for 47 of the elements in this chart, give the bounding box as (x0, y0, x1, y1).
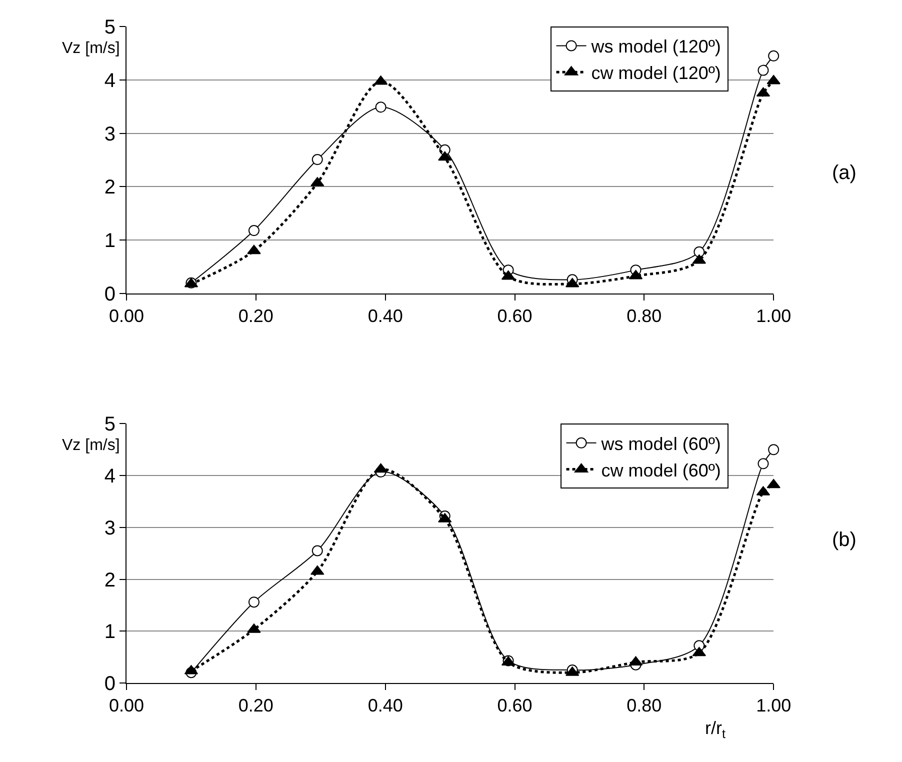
y-tick-label: 1 (104, 621, 116, 644)
point (766, 74, 780, 84)
point (375, 102, 386, 113)
y-tick-label: 3 (104, 123, 116, 146)
point (768, 444, 780, 456)
x-axis-title: r/r$_{t}$ (705, 718, 726, 741)
x-tick-label: 0.80 (626, 306, 662, 326)
point (248, 596, 260, 608)
y-tick-label: 4 (104, 70, 116, 92)
y-tick-label: 1 (104, 230, 116, 252)
x-tick-label: 0.20 (238, 696, 274, 716)
point (758, 458, 769, 470)
x-tick-label: 0.20 (238, 306, 274, 326)
point (438, 151, 452, 161)
text: (a) (832, 162, 856, 184)
legend-label: ws model (120º) (590, 36, 721, 57)
x-tick-label: 0.40 (368, 306, 403, 326)
x-tick-label: 0.80 (626, 696, 662, 716)
y-tick-label: 0 (104, 672, 116, 695)
legend-label: ws model (60º) (600, 434, 721, 454)
legend-label: cw model (120º) (591, 63, 721, 84)
y-tick-label: 0 (104, 284, 116, 306)
point (247, 244, 261, 254)
point (758, 64, 769, 76)
y-tick-label: 2 (104, 569, 116, 592)
point (768, 50, 780, 62)
y-tick-label: 5 (104, 16, 116, 39)
x-tick-label: 0.60 (497, 696, 532, 716)
y-tick-label: 2 (104, 176, 116, 199)
point (694, 246, 705, 258)
x-tick-label: 0.40 (368, 696, 403, 716)
x-tick-label: 0.60 (497, 306, 532, 326)
y-axis-title: Vz [m/s] (62, 437, 120, 454)
point (248, 225, 260, 236)
y-tick-label: 3 (104, 517, 116, 540)
x-tick-label: 0.00 (108, 306, 144, 326)
y-axis-title: Vz [m/s] (62, 40, 120, 57)
point (312, 545, 323, 556)
x-tick-label: 0.00 (108, 696, 144, 716)
y-tick-label: 4 (104, 466, 116, 488)
y-tick-label: 5 (104, 414, 116, 436)
x-tick-label: 1.00 (756, 696, 792, 716)
text: (b) (832, 529, 856, 551)
legend-label: cw model (60º) (601, 460, 721, 480)
point (766, 478, 780, 488)
x-tick-label: 1.00 (756, 306, 792, 326)
point (312, 154, 323, 166)
